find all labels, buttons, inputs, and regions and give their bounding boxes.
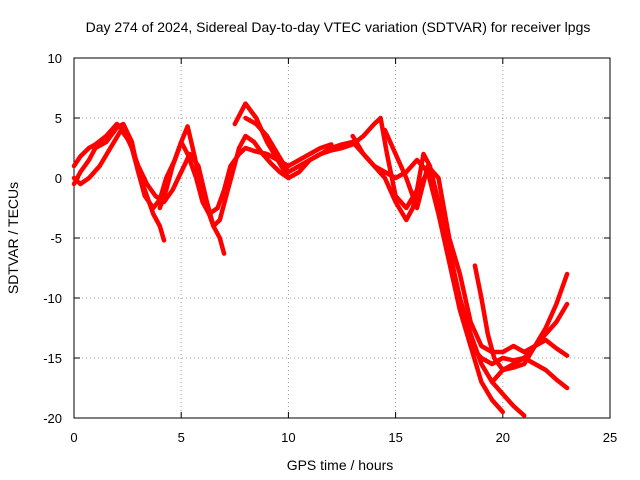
chart-title: Day 274 of 2024, Sidereal Day-to-day VTE… (86, 19, 591, 35)
data-series (71, 101, 570, 418)
x-tick-label: 25 (603, 430, 617, 445)
y-tick-label: -5 (50, 231, 62, 246)
y-tick-label: 10 (48, 51, 62, 66)
x-tick-label: 0 (70, 430, 77, 445)
x-tick-label: 10 (281, 430, 295, 445)
y-tick-label: -10 (43, 291, 62, 306)
y-tick-label: 0 (55, 171, 62, 186)
y-tick-label: 5 (55, 111, 62, 126)
series-trace-9 (472, 263, 570, 373)
series-trace-4 (157, 124, 291, 229)
y-tick-label: -20 (43, 411, 62, 426)
series-trace-2 (71, 121, 167, 243)
series-trace-6 (243, 115, 527, 418)
grid (74, 58, 610, 418)
series-trace-10 (489, 271, 570, 385)
x-tick-label: 15 (388, 430, 402, 445)
x-tick-label: 20 (496, 430, 510, 445)
y-axis-label: SDTVAR / TECUs (5, 182, 21, 294)
y-tick-label: -15 (43, 351, 62, 366)
axis-ticks: 0 5 10 15 20 25 10 5 0 -5 -10 -15 -20 (43, 51, 617, 445)
x-tick-label: 5 (178, 430, 185, 445)
x-axis-label: GPS time / hours (287, 457, 394, 473)
